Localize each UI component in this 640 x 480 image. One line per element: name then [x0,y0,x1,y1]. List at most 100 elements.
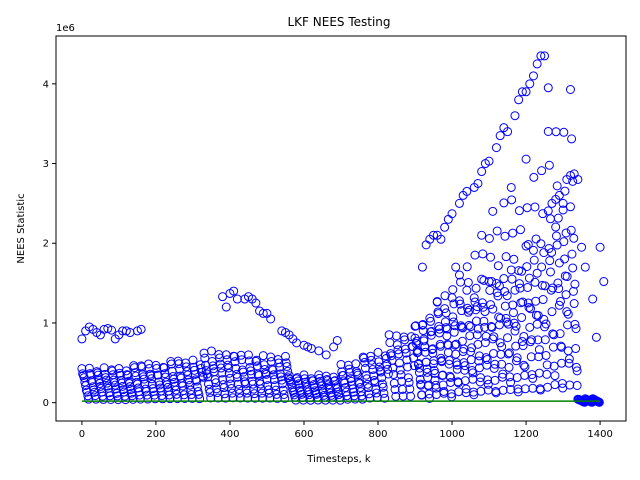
data-point [218,292,228,302]
data-point [129,363,139,373]
data-point [142,390,152,400]
data-point [97,387,107,397]
data-point [349,391,359,401]
data-point [383,369,393,379]
data-point [439,388,449,398]
data-point [474,351,484,361]
data-point [373,347,383,357]
data-point [534,368,544,378]
data-point [361,370,371,380]
data-point [233,379,243,389]
data-point [377,379,387,389]
data-point [204,384,214,394]
data-point [490,359,500,369]
data-point [99,324,109,334]
data-point [488,206,498,216]
data-point [476,373,486,383]
data-point [179,390,189,400]
data-point [164,390,174,400]
data-point [336,359,346,369]
data-point [232,294,242,304]
data-point [206,346,216,356]
data-point [401,348,411,358]
data-point [195,394,205,404]
data-point [258,308,268,318]
data-point [143,394,153,404]
data-point [280,393,290,403]
data-point [77,334,87,344]
data-point [229,352,239,362]
data-point [94,375,104,385]
data-point [451,349,461,359]
data-point [409,361,419,371]
data-point [227,388,237,398]
data-point [549,330,559,340]
x-tick-label: 200 [146,429,165,440]
data-point [559,127,569,137]
data-point [536,239,546,249]
data-point [569,299,579,309]
data-point [560,254,570,264]
data-point [565,85,575,94]
data-point [406,391,416,401]
data-point [485,285,495,295]
data-point [567,134,577,144]
data-point [419,334,429,344]
data-point [127,391,137,401]
data-point [580,262,590,272]
data-point [480,307,490,317]
data-point [294,379,304,389]
data-point [278,385,288,395]
data-point [152,363,162,373]
data-point [425,313,435,323]
data-point [550,371,560,381]
data-point [431,380,441,390]
data-point [557,342,567,352]
data-point [461,384,471,394]
data-point [521,241,531,251]
data-point [447,209,457,219]
data-point [244,356,254,366]
data-point [299,370,309,380]
data-point [554,284,564,294]
data-point [402,355,412,365]
data-point [502,317,512,327]
data-point [536,51,546,61]
data-point [411,321,421,331]
data-point [241,385,251,395]
data-point [451,262,461,272]
data-point [133,383,143,393]
data-point [567,249,577,259]
data-point [473,178,483,188]
data-point [188,355,198,365]
data-point [543,126,553,136]
data-point [511,341,521,351]
data-point [223,363,233,373]
data-point [513,384,523,394]
data-point [165,394,175,404]
data-point [454,387,464,397]
data-point [232,372,242,382]
data-point [364,389,374,399]
data-point [321,371,331,381]
data-point [523,239,533,249]
data-point [414,363,424,373]
data-point [493,261,503,271]
data-point [497,372,507,382]
data-point [489,332,499,342]
x-tick-label: 1000 [439,429,464,440]
data-point [503,333,513,343]
data-point [562,307,572,317]
data-point [440,304,450,314]
data-point [230,357,240,367]
data-point [345,367,355,377]
data-point [117,378,127,388]
data-point [251,298,261,308]
data-point [445,371,455,381]
data-point [465,331,475,341]
data-point [560,186,570,196]
data-point [358,352,368,362]
x-tick-label: 1400 [587,429,612,440]
data-point [328,395,338,405]
data-point [568,176,578,186]
